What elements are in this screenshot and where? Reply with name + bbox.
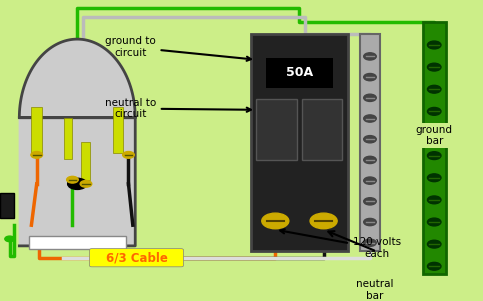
Bar: [251, 33, 348, 251]
Circle shape: [31, 151, 43, 158]
Circle shape: [364, 94, 376, 101]
Circle shape: [427, 41, 441, 49]
Circle shape: [427, 262, 441, 270]
Text: 6/3 Cable: 6/3 Cable: [105, 251, 168, 264]
Bar: [113, 107, 123, 153]
Circle shape: [427, 152, 441, 160]
Circle shape: [427, 63, 441, 71]
Text: neutral
bar: neutral bar: [356, 279, 394, 301]
Bar: [423, 22, 446, 274]
Bar: [81, 142, 90, 180]
Circle shape: [364, 177, 376, 184]
Text: neutral to
circuit: neutral to circuit: [105, 98, 251, 119]
Circle shape: [364, 156, 376, 163]
Bar: [302, 99, 342, 160]
Circle shape: [123, 151, 134, 158]
Circle shape: [427, 196, 441, 204]
Bar: [360, 33, 380, 251]
Circle shape: [364, 115, 376, 122]
Circle shape: [364, 198, 376, 205]
Circle shape: [364, 73, 376, 81]
Circle shape: [364, 135, 376, 143]
Circle shape: [5, 236, 14, 242]
Text: ground to
circuit: ground to circuit: [105, 36, 251, 61]
Circle shape: [427, 85, 441, 93]
Circle shape: [427, 218, 441, 226]
Circle shape: [427, 240, 441, 248]
Bar: [64, 118, 72, 159]
FancyBboxPatch shape: [89, 249, 184, 267]
Circle shape: [262, 213, 289, 229]
Text: 120 volts
each: 120 volts each: [280, 229, 401, 259]
Bar: [0, 193, 14, 218]
Circle shape: [427, 174, 441, 182]
Circle shape: [364, 53, 376, 60]
Circle shape: [427, 130, 441, 138]
Circle shape: [80, 181, 92, 187]
Text: ground
bar: ground bar: [416, 125, 453, 146]
Polygon shape: [19, 39, 135, 246]
Text: 50A: 50A: [286, 66, 313, 79]
Circle shape: [427, 107, 441, 115]
Circle shape: [364, 219, 376, 226]
Circle shape: [364, 239, 376, 247]
Bar: [31, 107, 42, 153]
Circle shape: [310, 213, 337, 229]
Circle shape: [67, 176, 78, 183]
Bar: [266, 57, 333, 88]
Bar: [29, 236, 126, 249]
Bar: [256, 99, 297, 160]
Circle shape: [68, 178, 87, 189]
